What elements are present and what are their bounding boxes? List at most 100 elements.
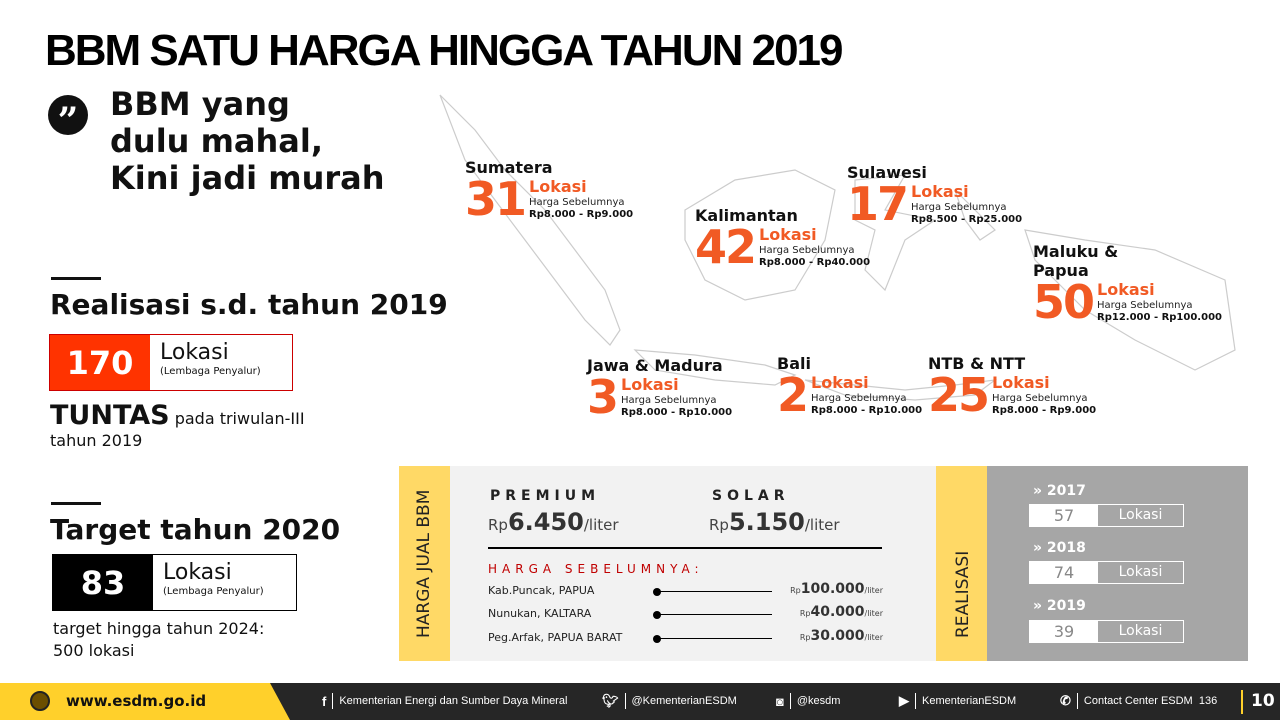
status-bold: TUNTAS [50, 400, 170, 431]
price-unit: /liter [864, 633, 884, 642]
region-label: Harga Sebelumnya [911, 202, 1007, 213]
region-range: Rp8.500 - Rp25.000 [911, 214, 1023, 225]
footer-facebook[interactable]: f Kementerian Energi dan Sumber Daya Mine… [322, 693, 567, 709]
region-name: Maluku & Papua [1033, 242, 1119, 280]
bullet-icon [653, 635, 661, 643]
prev-place: Peg.Arfak, PAPUA BARAT [488, 631, 623, 644]
divider [1241, 690, 1243, 714]
region-unit: Lokasi [911, 182, 969, 201]
solar-label: SOLAR [712, 488, 790, 504]
realisasi-side-band: REALISASI [936, 466, 987, 661]
year-box: 39 Lokasi [1029, 620, 1184, 643]
realisasi-note: (Lembaga Penyalur) [160, 366, 261, 377]
realisasi-unit: Lokasi [160, 340, 229, 365]
region-range: Rp12.000 - Rp100.000 [1097, 312, 1222, 323]
target-line2: 500 lokasi [53, 641, 135, 660]
region-name: Sulawesi [847, 163, 927, 182]
prev-place: Nunukan, KALTARA [488, 607, 592, 620]
price-value: 40.000 [810, 604, 865, 620]
harga-side-label: HARGA JUAL BBM [414, 489, 434, 638]
region-name: Bali [777, 354, 811, 373]
region-label: Harga Sebelumnya [759, 245, 855, 256]
region-sulawesi: Sulawesi 17 Lokasi Harga Sebelumnya Rp8.50… [847, 163, 1023, 227]
phone-icon: ✆ [1060, 693, 1071, 708]
region-ntb-ntt: NTB & NTT 25 Lokasi Harga Sebelumnya Rp8.0… [928, 354, 1096, 422]
target-box: 83 Lokasi (Lembaga Penyalur) [52, 554, 297, 611]
footer-twitter[interactable]: 🐦︎ @KementerianESDM [602, 693, 737, 709]
price-unit: /liter [864, 586, 884, 595]
region-label: Harga Sebelumnya [811, 393, 907, 404]
region-count: 50 [1033, 275, 1095, 329]
year-box: 57 Lokasi [1029, 504, 1184, 527]
currency: Rp [709, 516, 729, 534]
status-line2: tahun 2019 [50, 431, 143, 450]
indonesia-map [439, 94, 1236, 401]
prev-place: Kab.Puncak, PAPUA [488, 584, 595, 597]
target-line1: target hingga tahun 2024: [53, 619, 265, 638]
region-range: Rp8.000 - Rp10.000 [621, 407, 733, 418]
realisasi-years-panel: » 2017 57 Lokasi » 2018 74 Lokasi » 2019 3… [987, 466, 1248, 661]
facebook-label: Kementerian Energi dan Sumber Daya Miner… [339, 695, 568, 707]
leader-line [657, 614, 772, 615]
target-unit: Lokasi [163, 560, 232, 585]
realisasi-value: 170 [50, 335, 150, 390]
region-maluku-papua: Maluku & Papua 50 Lokasi Harga Sebelumnya… [1033, 242, 1222, 329]
prev-row: Peg.Arfak, PAPUA BARAT Rp30.000/liter [488, 628, 883, 647]
price-value: 6.450 [507, 508, 584, 536]
premium-price: Rp6.450/liter [488, 508, 619, 536]
currency: Rp [790, 586, 801, 595]
divider [488, 547, 882, 549]
divider [51, 502, 101, 505]
year-value: 74 [1030, 562, 1098, 583]
quote-icon: ” [48, 95, 88, 142]
realisasi-box: 170 Lokasi (Lembaga Penyalur) [49, 334, 293, 391]
price-value: 100.000 [800, 581, 865, 597]
tagline-line: BBM yang [110, 85, 290, 123]
target-note-text: target hingga tahun 2024: 500 lokasi [53, 618, 264, 662]
region-label: Harga Sebelumnya [529, 197, 625, 208]
page-number: 10 [1251, 691, 1275, 711]
leader-line [657, 591, 772, 592]
currency: Rp [488, 516, 508, 534]
divider [51, 277, 101, 280]
region-unit: Lokasi [1097, 280, 1155, 299]
year-unit: Lokasi [1118, 623, 1163, 639]
region-count: 3 [587, 370, 619, 424]
leader-line [657, 638, 772, 639]
realisasi-side-label: REALISASI [953, 550, 973, 638]
prev-heading: HARGA SEBELUMNYA: [488, 562, 704, 576]
region-jawa-madura: Jawa & Madura 3 Lokasi Harga Sebelumnya Rp… [587, 356, 733, 424]
twitter-icon: 🐦︎ [602, 693, 619, 708]
region-count: 25 [928, 368, 990, 422]
target-note: (Lembaga Penyalur) [163, 586, 264, 597]
region-name: Kalimantan [695, 206, 798, 225]
region-range: Rp8.000 - Rp9.000 [529, 209, 634, 220]
year-label: » 2017 [1033, 483, 1086, 499]
footer-youtube[interactable]: ▶ KementerianESDM [899, 693, 1016, 709]
region-unit: Lokasi [759, 225, 817, 244]
page-title: BBM SATU HARGA HINGGA TAHUN 2019 [45, 26, 843, 75]
region-unit: Lokasi [992, 373, 1050, 392]
prev-price: Rp30.000/liter [800, 628, 883, 644]
price-value: 5.150 [728, 508, 805, 536]
price-unit: /liter [804, 516, 840, 534]
prev-row: Nunukan, KALTARA Rp40.000/liter [488, 604, 883, 623]
bullet-icon [653, 588, 661, 596]
region-unit: Lokasi [529, 177, 587, 196]
footer-contact[interactable]: ✆ Contact Center ESDM 136 [1060, 693, 1217, 709]
region-bali: Bali 2 Lokasi Harga Sebelumnya Rp8.000 - R… [777, 354, 923, 422]
region-count: 2 [777, 368, 809, 422]
region-unit: Lokasi [621, 375, 679, 394]
tagline-line: Kini jadi murah [110, 159, 385, 197]
region-sumatera: Sumatera 31 Lokasi Harga Sebelumnya Rp8.00… [465, 158, 634, 226]
year-unit: Lokasi [1118, 564, 1163, 580]
region-count: 31 [465, 172, 527, 226]
region-range: Rp8.000 - Rp10.000 [811, 405, 923, 416]
solar-price: Rp5.150/liter [709, 508, 840, 536]
footer-instagram[interactable]: ◙ @kesdm [776, 693, 840, 709]
region-unit: Lokasi [811, 373, 869, 392]
prev-price: Rp40.000/liter [800, 604, 883, 620]
currency: Rp [799, 609, 811, 618]
region-kalimantan: Kalimantan 42 Lokasi Harga Sebelumnya Rp8.… [695, 206, 870, 270]
website-link[interactable]: www.esdm.go.id [66, 692, 207, 710]
